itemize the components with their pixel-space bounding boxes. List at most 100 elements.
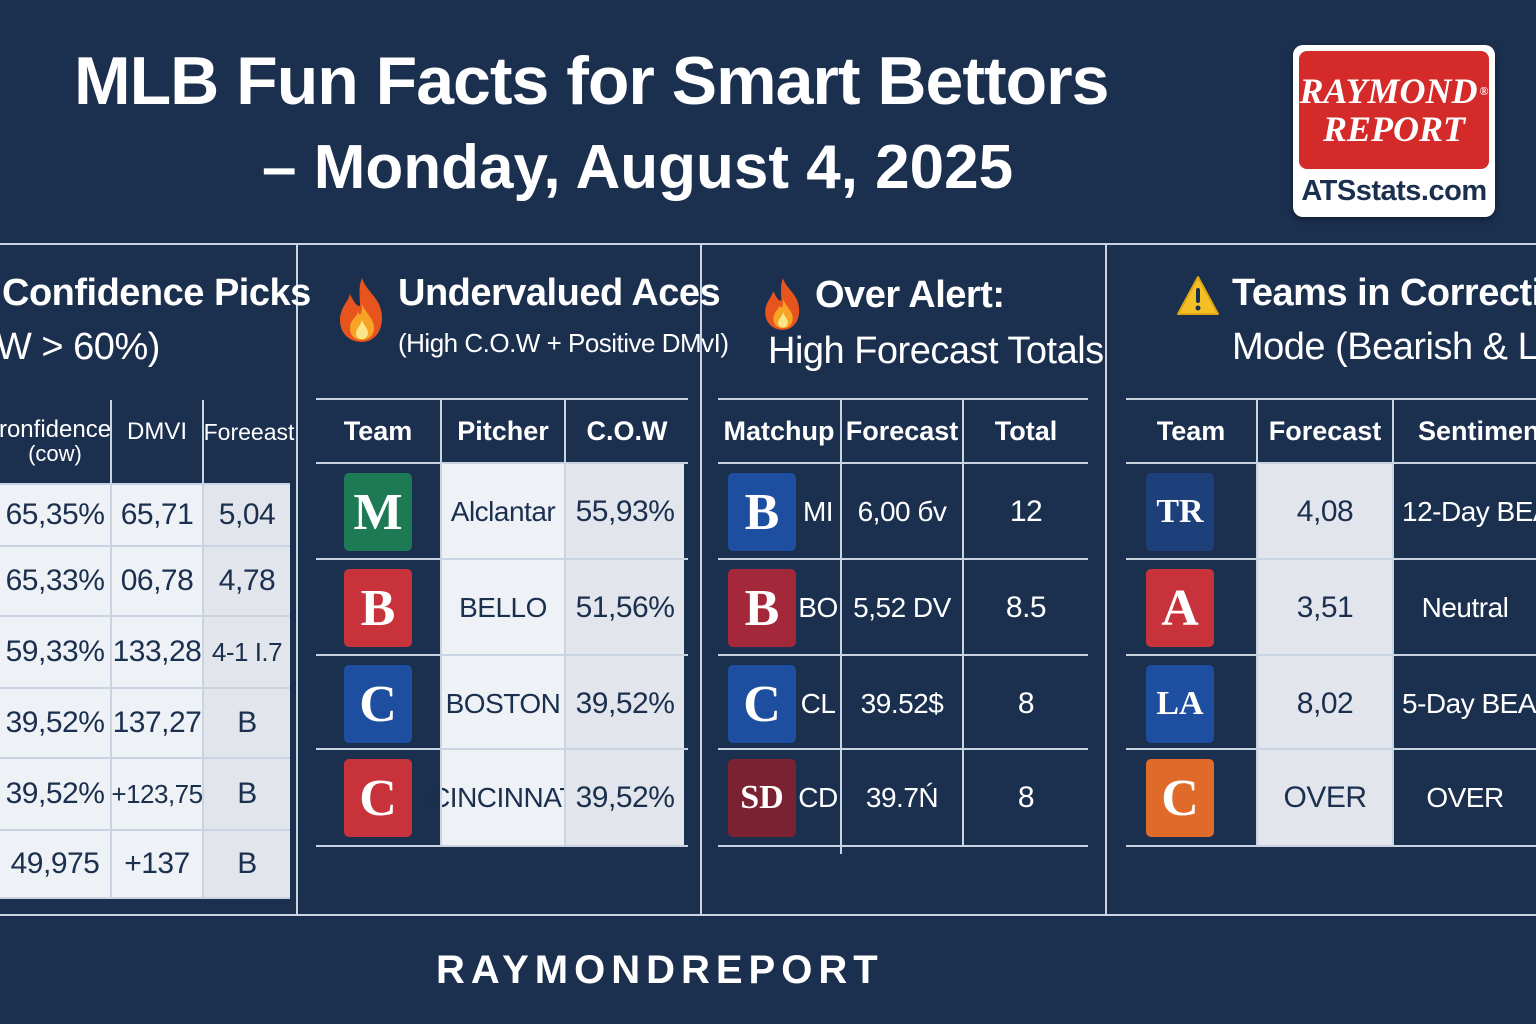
panel3-cell-forecast: 5,52 DV xyxy=(853,591,951,623)
footer-brand: RAYMONDREPORT xyxy=(436,948,884,992)
panel3-header-total: Total xyxy=(994,415,1058,446)
panel3-cell-forecast: 39.7Ń xyxy=(865,781,939,813)
panel1-row-line xyxy=(0,897,290,899)
panel1-row-line xyxy=(0,545,290,547)
panel2-subtitle: (High C.O.W + Positive DMvI) xyxy=(398,328,729,358)
panel1-cell-confidence: 65,33% xyxy=(0,546,110,616)
panel1-row-line xyxy=(0,615,290,617)
panel1-cell-forecast: 4-1 I.7 xyxy=(204,616,290,688)
panel4-subtitle: Mode (Bearish & Low xyxy=(1232,326,1536,368)
panel4-cell-sentiment: 5-Day BEARI xyxy=(1402,687,1536,719)
team-logo-icon: B xyxy=(728,569,796,647)
panel4-header-forecast: Forecast xyxy=(1268,415,1382,446)
panel3-header-forecast: Forecast xyxy=(845,415,959,446)
panel3-title: Over Alert: xyxy=(815,274,1005,316)
panel2-row-line xyxy=(316,654,688,656)
panel1-subtitle: W > 60%) xyxy=(0,326,160,368)
panel1-header-dmvi: DMVI xyxy=(127,418,187,445)
panel1-cell-forecast: 4,78 xyxy=(204,546,290,616)
panel3-cell-forecast: 6,00 бv xyxy=(857,495,947,527)
top-divider xyxy=(0,243,1536,245)
panel2-header-pitcher: Pitcher xyxy=(457,415,549,446)
panel1-cell-confidence: 39,52% xyxy=(0,688,110,758)
panel3-cell-team: CL xyxy=(800,687,836,719)
panel3-header-top-line xyxy=(718,398,1088,400)
team-logo-icon: A xyxy=(1146,569,1214,647)
raymond-report-logo[interactable]: RAYMOND ® REPORT ATSstats.com xyxy=(1293,45,1495,217)
team-logo-icon: M xyxy=(344,473,412,551)
panel1-cell-dmvi: 133,28 xyxy=(112,616,202,688)
panel2-header-team: Team xyxy=(343,415,413,446)
bottom-divider xyxy=(0,914,1536,916)
panel1-row-line xyxy=(0,757,290,759)
page-title: MLB Fun Facts for Smart Bettors xyxy=(74,43,1109,119)
panel1-cell-dmvi: 137,27 xyxy=(112,688,202,758)
panel1-header-confidence-line1: ronfidence xyxy=(0,416,112,443)
logo-badge: RAYMOND ® REPORT xyxy=(1299,51,1489,169)
panel2-row-line xyxy=(316,748,688,750)
panel3-cell-team: CD xyxy=(798,781,838,813)
warning-icon xyxy=(1177,276,1219,315)
panel1-cell-confidence: 49,975 xyxy=(0,830,110,898)
page-subtitle-date: – Monday, August 4, 2025 xyxy=(262,133,1014,202)
panel1-cell-confidence: 39,52% xyxy=(0,758,110,830)
panel4-cell-forecast: 8,02 xyxy=(1258,656,1392,751)
panel2-col-line-2 xyxy=(564,400,566,846)
panel4-header-sentiment: Sentiment xyxy=(1418,415,1536,446)
panel4-cell-forecast: 3,51 xyxy=(1258,560,1392,655)
panel3-cell-team: BO xyxy=(798,591,838,623)
panel4-col-line-1 xyxy=(1256,400,1258,846)
panel4-header-top-line xyxy=(1126,398,1536,400)
logo-registered: ® xyxy=(1479,84,1489,98)
panel3-row-line xyxy=(718,748,1088,750)
panel2-cell-cow: 51,56% xyxy=(566,560,684,655)
panel3-cell-total: 8 xyxy=(1017,780,1035,814)
panel1-title: Confidence Picks xyxy=(2,272,311,314)
panel4-row-line xyxy=(1126,748,1536,750)
team-logo-icon: B xyxy=(728,473,796,551)
panel3-row-line xyxy=(718,845,1088,847)
panel3-col-line-2 xyxy=(962,400,964,846)
panel1-col-line-1 xyxy=(110,400,112,898)
team-logo-icon: LA xyxy=(1146,665,1214,743)
panel4-cell-forecast: 4,08 xyxy=(1258,464,1392,559)
panel1-cell-dmvi: +123,75 xyxy=(111,758,203,830)
panel1-cell-forecast: B xyxy=(204,688,290,758)
panel2-col-line-1 xyxy=(440,400,442,846)
panel3-row-line xyxy=(718,462,1088,464)
panel4-cell-sentiment: 12-Day BEAI xyxy=(1402,495,1536,527)
panel2-title: Undervalued Aces xyxy=(398,272,721,314)
panel4-cell-sentiment: Neutral xyxy=(1421,591,1509,623)
panel2-cell-cow: 39,52% xyxy=(566,656,684,751)
panel4-cell-sentiment: OVER xyxy=(1426,781,1504,813)
panel3-col-line-1 xyxy=(840,400,842,854)
panel2-cell-cow: 39,52% xyxy=(566,750,684,845)
logo-site-text: ATSstats.com xyxy=(1301,175,1487,207)
panel3-row-line xyxy=(718,654,1088,656)
logo-line1: RAYMOND xyxy=(1299,71,1478,111)
panel1-header-forecast: Foreeast xyxy=(203,418,295,445)
panel2-cell-pitcher: BELLO xyxy=(442,560,564,655)
team-logo-icon: SD xyxy=(728,759,796,837)
panel1-row-line xyxy=(0,687,290,689)
panel1-row-line xyxy=(0,483,290,485)
panel4-row-line xyxy=(1126,654,1536,656)
panel4-header-team: Team xyxy=(1156,415,1226,446)
panel1-cell-confidence: 65,35% xyxy=(0,484,110,546)
panel1-cell-forecast: B xyxy=(204,758,290,830)
panel1-cell-dmvi: 06,78 xyxy=(112,546,202,616)
logo-line2: REPORT xyxy=(1322,109,1465,149)
panel2-cell-pitcher: BOSTON xyxy=(442,656,564,751)
panel2-header-top-line xyxy=(316,398,688,400)
panel1-cell-confidence: 59,33% xyxy=(0,616,110,688)
panel1-cell-dmvi: +137 xyxy=(112,830,202,898)
team-logo-icon: C xyxy=(1146,759,1214,837)
panel1-header-confidence-line2: (cow) xyxy=(28,441,82,466)
panel2-row-line xyxy=(316,845,688,847)
panel3-row-line xyxy=(718,558,1088,560)
panel3-cell-total: 12 xyxy=(1009,494,1043,528)
panel2-cell-pitcher: CINCINNAT xyxy=(430,750,576,845)
panel4-row-line xyxy=(1126,845,1536,847)
panel4-row-line xyxy=(1126,558,1536,560)
team-logo-icon: C xyxy=(728,665,796,743)
